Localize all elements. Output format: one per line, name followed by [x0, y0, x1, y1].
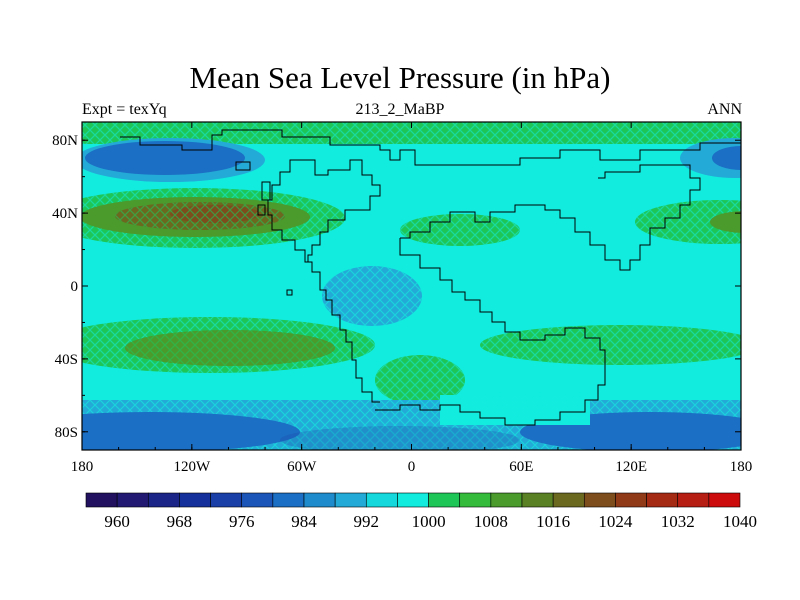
x-tick-label: 0: [408, 459, 416, 475]
colorbar-swatch: [490, 492, 523, 508]
y-tick-label: 40N: [52, 206, 78, 222]
colorbar-swatch: [210, 492, 243, 508]
coastlines: [120, 129, 741, 426]
colorbar-swatch: [241, 492, 274, 508]
x-tick-label: 120E: [615, 459, 647, 475]
colorbar-swatch: [428, 492, 461, 508]
axis-ticks: 180 120W 60W 0 60E 120E 180 80N 40N 0 40S 80S: [52, 122, 752, 475]
colorbar-swatch: [708, 492, 741, 508]
colorbar-label: 960: [104, 512, 130, 531]
colorbar-swatch: [365, 492, 398, 508]
colorbar-swatch: [646, 492, 679, 508]
pressure-field: [82, 122, 741, 450]
y-tick-label: 80N: [52, 133, 78, 149]
north-pacific-low: [85, 141, 245, 175]
colorbar-swatch: [552, 492, 585, 508]
x-tick-label: 60E: [509, 459, 533, 475]
colorbar-swatch: [147, 492, 180, 508]
central-coast-detail: [257, 181, 271, 216]
colorbar-label: 1040: [723, 512, 757, 531]
map-title: Mean Sea Level Pressure (in hPa): [189, 60, 611, 95]
colorbar-label: 1024: [598, 512, 633, 531]
season-label: ANN: [707, 101, 742, 118]
colorbar-swatch: [334, 492, 367, 508]
x-tick-label: 120W: [173, 459, 211, 475]
colorbar-swatch: [583, 492, 616, 508]
colorbar-label: 984: [291, 512, 317, 531]
arctic-coast: [120, 129, 741, 166]
colorbar-label: 968: [167, 512, 193, 531]
southern-ocean-low-west: [82, 412, 300, 450]
colorbar-swatch: [116, 492, 149, 508]
x-tick-label: 60W: [287, 459, 317, 475]
colorbar-swatch: [521, 492, 554, 508]
colorbar-swatch: [303, 492, 336, 508]
x-tick-label: 180: [730, 459, 753, 475]
colorbar-label: 1008: [474, 512, 508, 531]
colorbar-swatch: [459, 492, 492, 508]
colorbar: 960 968 976 984 992 1000 1008 1016 1024 1032 1040: [85, 492, 757, 531]
small-island: [286, 289, 293, 296]
colorbar-label: 992: [354, 512, 380, 531]
africa-coast: [375, 238, 606, 426]
colorbar-label: 976: [229, 512, 255, 531]
colorbar-label: 1032: [661, 512, 695, 531]
north-america-coast: [267, 159, 380, 403]
experiment-label: Expt = texYq: [82, 101, 167, 118]
period-label: 213_2_MaBP: [355, 101, 445, 118]
colorbar-swatch: [677, 492, 710, 508]
colorbar-swatch: [272, 492, 305, 508]
eurasia-coast: [400, 164, 701, 271]
y-tick-label: 40S: [55, 352, 78, 368]
greenland-coast: [235, 161, 251, 171]
colorbar-swatch: [615, 492, 647, 508]
colorbar-swatch: [179, 492, 211, 508]
y-tick-label: 0: [71, 279, 79, 295]
y-tick-label: 80S: [55, 425, 78, 441]
colorbar-label: 1000: [412, 512, 446, 531]
colorbar-label: 1016: [536, 512, 570, 531]
north-america-east: [300, 159, 381, 262]
x-tick-label: 180: [71, 459, 94, 475]
colorbar-swatch: [85, 492, 118, 508]
colorbar-swatch: [397, 492, 429, 508]
